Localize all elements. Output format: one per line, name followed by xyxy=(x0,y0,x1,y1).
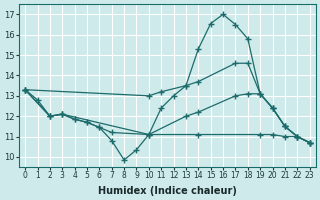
X-axis label: Humidex (Indice chaleur): Humidex (Indice chaleur) xyxy=(98,186,237,196)
